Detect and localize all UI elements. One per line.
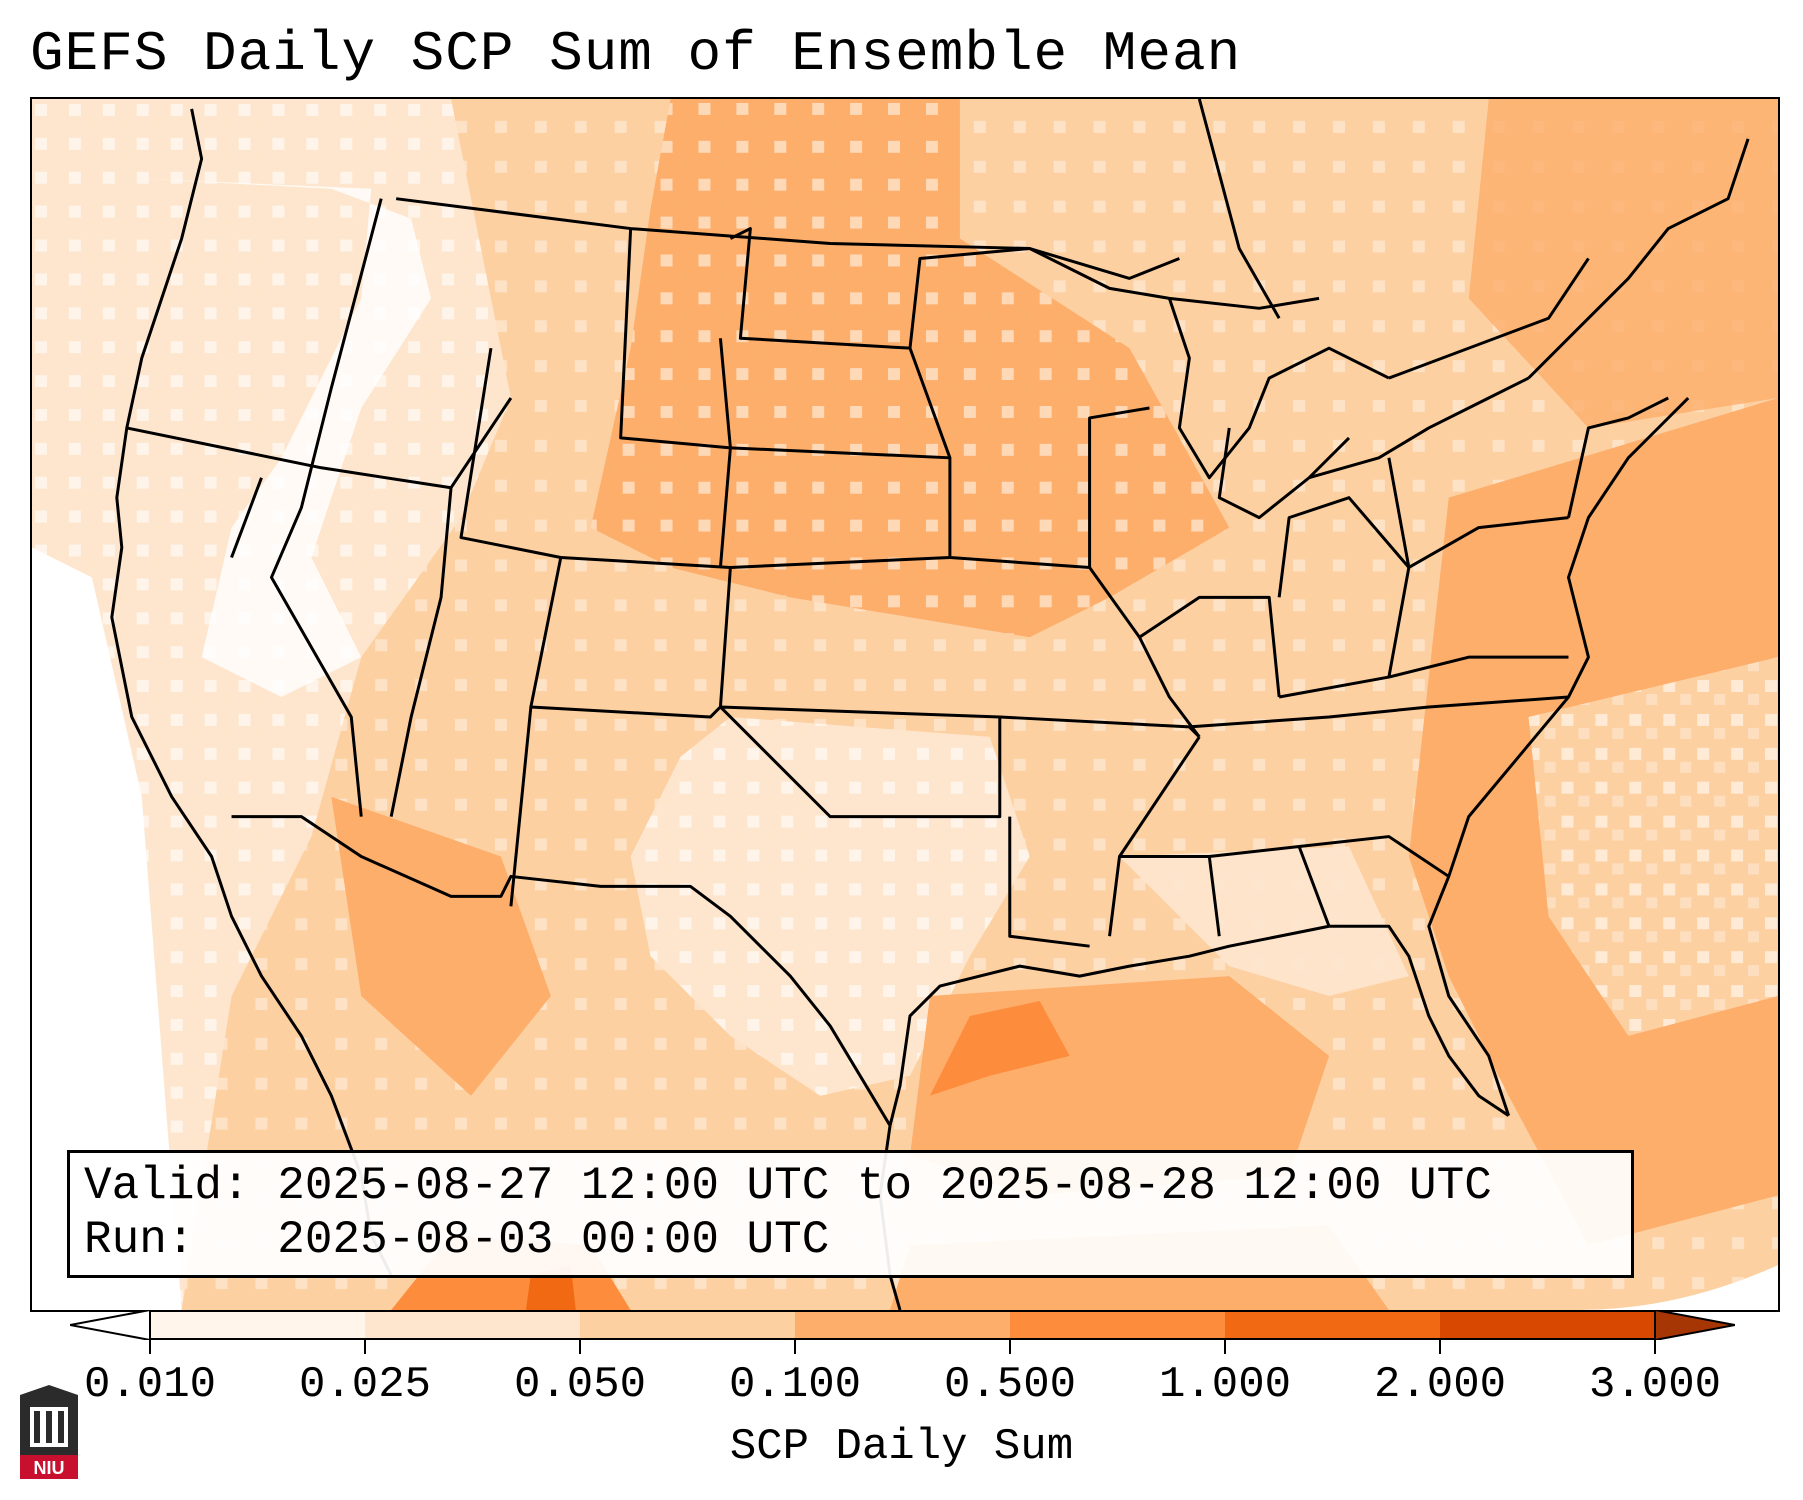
valid-label: Valid: xyxy=(84,1160,250,1212)
map-canvas xyxy=(32,99,1778,1310)
colorbar-segment xyxy=(365,1310,581,1340)
colorbar-tick-label: 0.010 xyxy=(83,1360,217,1410)
colorbar-tick-label: 0.025 xyxy=(298,1360,432,1410)
colorbar-segment xyxy=(1440,1310,1656,1340)
colorbar-tick-mark xyxy=(364,1338,366,1354)
niu-logo: NIU xyxy=(18,1385,80,1481)
university-tower-icon: NIU xyxy=(20,1385,78,1479)
valid-line: Valid: 2025-08-27 12:00 UTC to 2025-08-2… xyxy=(84,1159,1617,1213)
colorbar-tick-label: 0.500 xyxy=(943,1360,1077,1410)
colorbar-tick-label: 1.000 xyxy=(1158,1360,1292,1410)
colorbar-svg xyxy=(69,1308,1736,1342)
colorbar-tick-mark xyxy=(149,1338,151,1354)
colorbar-label: SCP Daily Sum xyxy=(729,1422,1074,1472)
chart-title: GEFS Daily SCP Sum of Ensemble Mean xyxy=(30,22,1242,86)
run-value: 2025-08-03 00:00 UTC xyxy=(277,1214,830,1266)
colorbar-extend-low xyxy=(69,1308,151,1342)
run-line: Run: 2025-08-03 00:00 UTC xyxy=(84,1213,1617,1267)
valid-value: 2025-08-27 12:00 UTC to 2025-08-28 12:00… xyxy=(277,1160,1492,1212)
colorbar-extend-high xyxy=(1654,1308,1736,1342)
colorbar-tick-mark xyxy=(1224,1338,1226,1354)
colorbar-outline xyxy=(149,1310,1656,1340)
colorbar-tick-mark xyxy=(1009,1338,1011,1354)
colorbar-tick-mark xyxy=(1439,1338,1441,1354)
colorbar-tick-label: 0.050 xyxy=(513,1360,647,1410)
colorbar-segment xyxy=(795,1310,1011,1340)
colorbar-tick-label: 3.000 xyxy=(1588,1360,1722,1410)
colorbar-tick-label: 0.100 xyxy=(728,1360,862,1410)
logo-text: NIU xyxy=(34,1458,65,1478)
colorbar-segment xyxy=(150,1310,366,1340)
colorbar-segment xyxy=(1225,1310,1441,1340)
colorbar-tick-mark xyxy=(579,1338,581,1354)
colorbar-segment xyxy=(1010,1310,1226,1340)
valid-run-info-box: Valid: 2025-08-27 12:00 UTC to 2025-08-2… xyxy=(67,1150,1634,1278)
colorbar-segment xyxy=(580,1310,796,1340)
colorbar-tick-mark xyxy=(1654,1338,1656,1354)
run-label: Run: xyxy=(84,1214,195,1266)
colorbar-tick-label: 2.000 xyxy=(1373,1360,1507,1410)
colorbar-tick-mark xyxy=(794,1338,796,1354)
colorbar-ticks: 0.010 0.025 0.050 0.100 0.500 1.000 2.000 3.000 xyxy=(0,1338,1803,1410)
state-borders xyxy=(110,99,1750,1310)
scp-map xyxy=(30,97,1780,1312)
colorbar xyxy=(69,1308,1736,1342)
